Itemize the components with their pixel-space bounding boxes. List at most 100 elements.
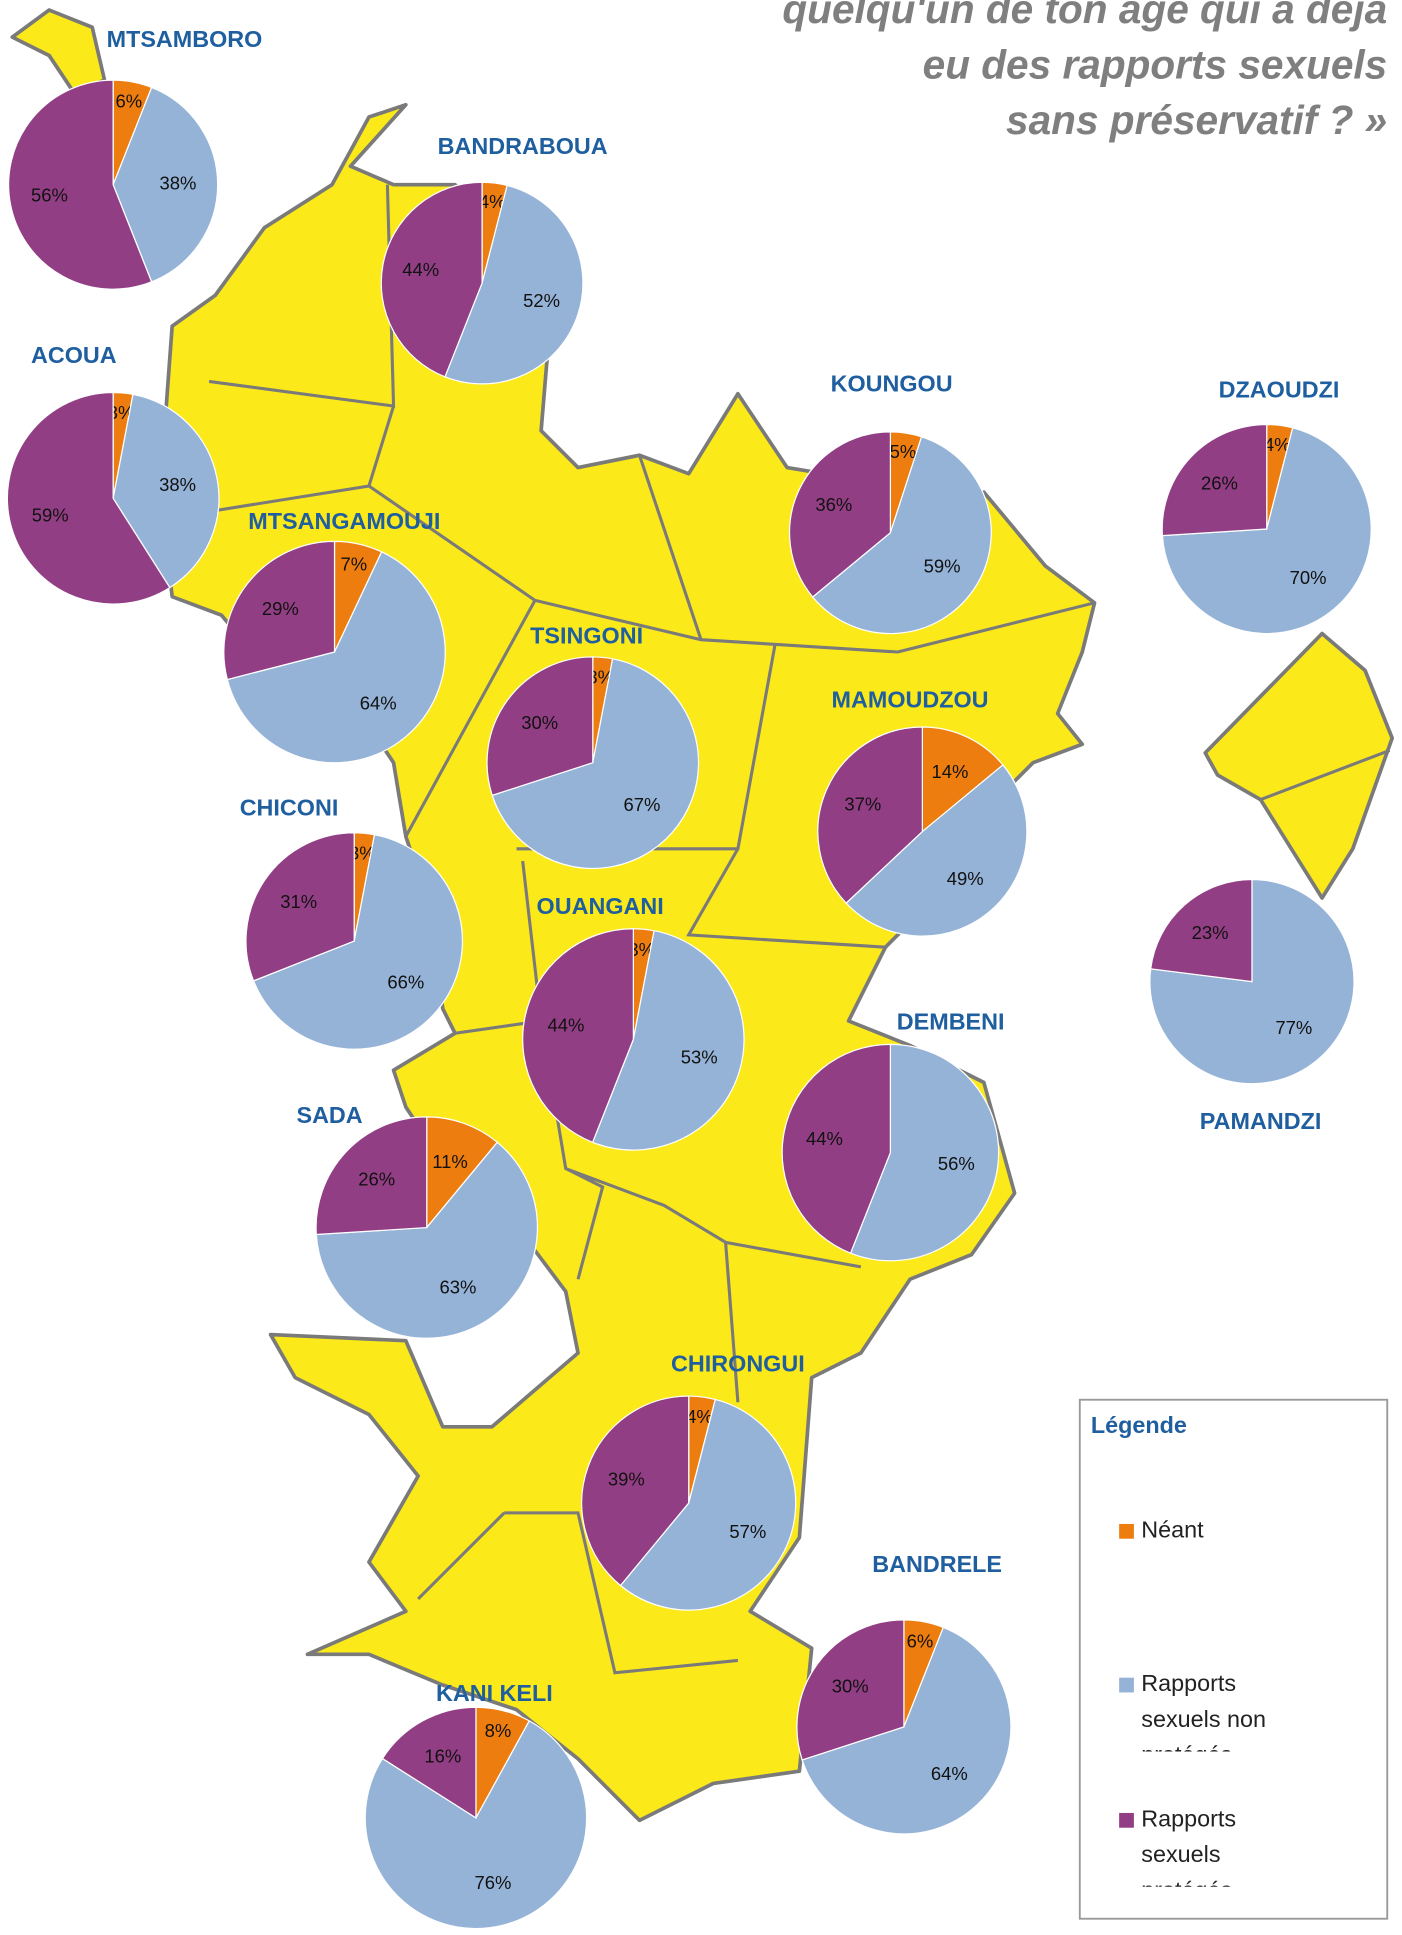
slice-label: 6% <box>115 90 142 111</box>
pie-slice <box>811 436 992 635</box>
commune-name: PAMANDZI <box>1200 1108 1322 1134</box>
slice-label: 49% <box>947 868 984 889</box>
slice-label: 59% <box>32 504 69 525</box>
pie-slice <box>817 726 923 904</box>
pie-slice <box>845 764 1028 937</box>
legend-label: Rapports sexuels non protégés <box>1141 1671 1266 1752</box>
pie-slice <box>921 726 1004 833</box>
slice-label: 5% <box>890 441 917 462</box>
commune-name: KANI KELI <box>436 1680 553 1706</box>
slice-label: 26% <box>1201 473 1238 494</box>
slice-label: 67% <box>624 794 661 815</box>
slice-label: 4% <box>1264 434 1291 455</box>
slice-label: 3% <box>587 666 614 687</box>
pie-slice <box>245 832 355 982</box>
legend-label: Néant <box>1141 1517 1204 1544</box>
slice-label: 38% <box>160 173 197 194</box>
pie-slice <box>1150 878 1253 983</box>
commune-name: SADA <box>296 1102 362 1128</box>
slice-label: 3% <box>108 402 135 423</box>
slice-label: 4% <box>479 191 506 212</box>
commune-name: MTSAMBORO <box>107 26 263 52</box>
slice-label: 16% <box>424 1746 461 1767</box>
pie-slice <box>426 1116 499 1230</box>
legend-swatch <box>1119 1677 1134 1693</box>
legend-label-box: Rapports sexuels non protégés <box>1141 1671 1266 1752</box>
pie-slice <box>1161 427 1372 635</box>
pie-slice <box>380 181 483 378</box>
slice-label: 64% <box>931 1763 968 1784</box>
slice-label: 30% <box>521 712 558 733</box>
pie-slice <box>491 658 700 869</box>
pie-slice <box>1161 423 1268 537</box>
legend-box <box>1078 1398 1389 1920</box>
pie-slice <box>591 929 745 1151</box>
commune-name: OUANGANI <box>537 893 664 919</box>
slice-label: 8% <box>485 1720 512 1741</box>
slice-label: 3% <box>349 843 376 864</box>
pie-slice <box>522 928 634 1144</box>
commune-name: MAMOUDZOU <box>832 686 989 712</box>
pie-slice <box>444 184 584 385</box>
slice-label: 76% <box>475 1872 512 1893</box>
slice-label: 53% <box>681 1046 718 1067</box>
slice-label: 66% <box>387 972 424 993</box>
pie-slice <box>849 1043 1000 1262</box>
pie-slice <box>381 1706 477 1820</box>
slice-label: 56% <box>31 185 68 206</box>
legend-label-box: Néant <box>1141 1517 1204 1544</box>
legend-swatch <box>1119 1812 1134 1828</box>
legend-swatch <box>1119 1523 1134 1539</box>
slice-label: 44% <box>402 259 439 280</box>
legend-title: Légende <box>1091 1412 1187 1438</box>
pie-slice <box>801 1626 1012 1835</box>
commune-name: DEMBENI <box>897 1009 1005 1035</box>
commune-name: ACOUA <box>31 342 117 368</box>
slice-label: 44% <box>547 1014 584 1035</box>
commune-name: TSINGONI <box>530 622 643 648</box>
commune-name: CHICONI <box>240 795 339 821</box>
slice-label: 37% <box>844 794 881 815</box>
commune-name: CHIRONGUI <box>671 1350 805 1376</box>
slice-label: 59% <box>924 556 961 577</box>
pie-slice <box>6 391 171 605</box>
pie-slice <box>781 1043 892 1254</box>
slice-label: 30% <box>832 1676 869 1697</box>
commune-name: BANDRELE <box>872 1551 1002 1577</box>
slice-label: 44% <box>806 1128 843 1149</box>
slice-label: 77% <box>1275 1017 1312 1038</box>
slice-label: 39% <box>608 1468 645 1489</box>
pie-slice <box>315 1141 539 1339</box>
commune-name: DZAOUDZI <box>1219 376 1340 402</box>
pie-slice <box>223 540 336 681</box>
slice-label: 52% <box>523 290 560 311</box>
slice-label: 6% <box>907 1631 934 1652</box>
legend-label-box: Rapports sexuels protégés <box>1141 1806 1237 1887</box>
title-line: quelqu'un de ton âge qui a déjà <box>782 0 1387 32</box>
commune-name: MTSANGAMOUJI <box>248 508 440 534</box>
slice-label: 4% <box>686 1406 713 1427</box>
slice-label: 7% <box>341 553 368 574</box>
pie-slice <box>486 656 594 797</box>
pie-slice <box>252 833 463 1050</box>
title-line: sans préservatif ? » <box>1006 97 1387 143</box>
pie-slice <box>796 1619 905 1761</box>
slice-label: 38% <box>159 474 196 495</box>
pie-slice <box>619 1398 797 1611</box>
slice-label: 29% <box>262 598 299 619</box>
title-line: eu des rapports sexuels <box>923 42 1388 88</box>
slice-label: 56% <box>938 1153 975 1174</box>
slice-label: 23% <box>1192 922 1229 943</box>
slice-label: 63% <box>439 1277 476 1298</box>
pie-slice <box>315 1116 428 1236</box>
slice-label: 64% <box>360 693 397 714</box>
pie-slice <box>364 1720 588 1930</box>
pie-slice <box>581 1395 690 1587</box>
pie-slice <box>788 431 892 598</box>
slice-label: 36% <box>815 494 852 515</box>
slice-label: 11% <box>432 1151 468 1172</box>
legend-label: Rapports sexuels protégés <box>1141 1806 1237 1887</box>
slice-label: 26% <box>358 1168 395 1189</box>
